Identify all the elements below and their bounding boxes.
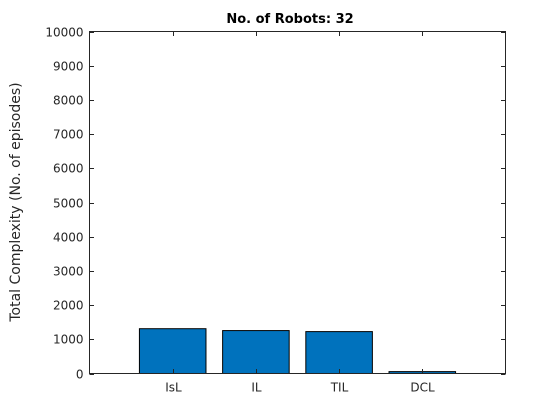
chart-title: No. of Robots: 32	[226, 12, 353, 27]
x-tick-label: TIL	[330, 381, 349, 395]
x-tick-label: IL	[251, 381, 262, 395]
bar-til	[305, 331, 373, 375]
y-tick-label: 8000	[53, 94, 84, 108]
x-tick-label: IsL	[165, 381, 182, 395]
y-tick-label: 3000	[53, 265, 84, 279]
plot-area-frame	[89, 31, 506, 374]
x-tick-label: DCL	[410, 381, 435, 395]
y-axis-label: Total Complexity (No. of episodes)	[8, 82, 24, 322]
y-tick-label: 6000	[53, 162, 84, 176]
y-tick-label: 9000	[53, 60, 84, 74]
bars	[138, 328, 457, 375]
y-tick-label: 0	[76, 368, 84, 382]
y-tick-label: 10000	[45, 26, 83, 40]
bar-il	[222, 330, 290, 375]
y-tick-label: 2000	[53, 299, 84, 313]
y-axis-ticks: 0 1000 2000 3000 4000 5000 6000 7000 8000 9000 100…	[45, 26, 506, 382]
y-tick-label: 1000	[53, 333, 84, 347]
y-tick-label: 5000	[53, 197, 84, 211]
y-tick-label: 7000	[53, 128, 84, 142]
y-tick-label: 4000	[53, 231, 84, 245]
x-axis-ticks: IsL IL TIL DCL	[165, 31, 435, 395]
bar-isl	[138, 328, 207, 374]
